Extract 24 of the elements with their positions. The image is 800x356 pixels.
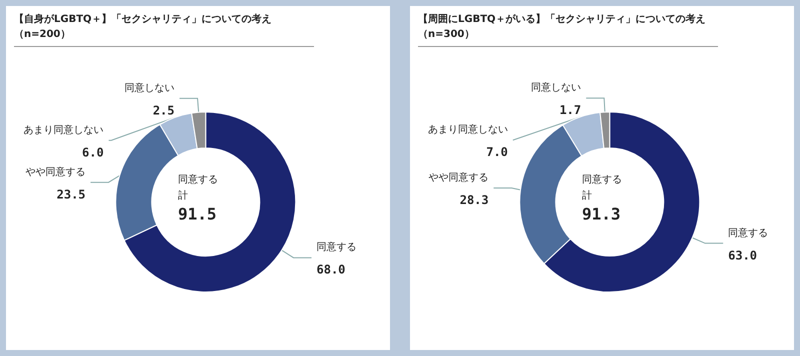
data-label: 6.0	[82, 145, 104, 160]
data-label: 7.0	[486, 145, 508, 160]
slice-label: あまり同意しない	[24, 124, 104, 136]
slice-label: やや同意する	[26, 166, 86, 178]
slice-label: やや同意する	[428, 171, 489, 184]
data-label: 28.3	[460, 192, 489, 207]
slice-label: 同意する	[316, 241, 356, 254]
text: 91.5	[178, 204, 217, 224]
slice-label: 同意しない	[124, 82, 175, 94]
chart-title: 【自身がLGBTQ＋】「セクシャリティ」についての考え（n=200）	[14, 12, 314, 47]
slice-label: あまり同意しない	[428, 124, 508, 136]
text: 91.3	[582, 204, 621, 224]
data-label: 63.0	[728, 248, 758, 262]
data-label: 1.7	[559, 103, 582, 118]
text: 計	[178, 190, 188, 202]
text: 計	[582, 190, 592, 202]
text: 同意する	[582, 174, 622, 186]
data-label: 68.0	[316, 262, 346, 277]
slice-label: 同意しない	[531, 82, 582, 94]
text: 同意する	[178, 174, 218, 186]
data-label: 2.5	[152, 103, 175, 118]
chart-title: 【周囲にLGBTQ＋がいる】「セクシャリティ」についての考え（n=300）	[418, 12, 718, 47]
data-label: 23.5	[56, 187, 86, 202]
slice-label: 同意する	[728, 226, 768, 239]
